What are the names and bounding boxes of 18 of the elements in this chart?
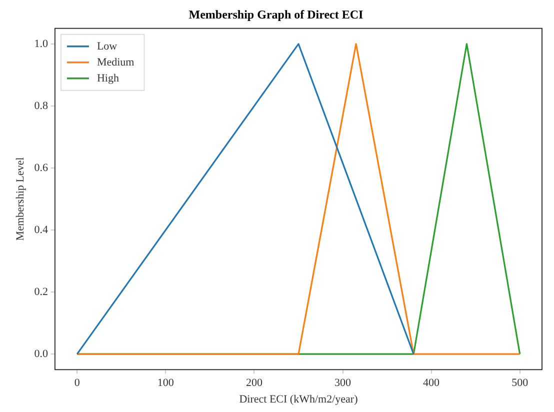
x-axis-title: Direct ECI (kWh/m2/year)	[239, 393, 358, 406]
y-tick-label: 0.6	[34, 162, 48, 174]
chart-title: Membership Graph of Direct ECI	[188, 7, 364, 22]
y-tick-label: 0.0	[34, 348, 48, 360]
y-tick-label: 0.2	[34, 286, 48, 298]
legend-label: Medium	[96, 56, 135, 68]
x-tick-label: 400	[423, 377, 440, 390]
x-tick-label: 200	[246, 377, 263, 390]
y-tick-label: 0.8	[34, 100, 48, 112]
y-tick-label: 1.0	[34, 38, 48, 50]
legend-label: High	[96, 72, 120, 84]
y-tick-label: 0.4	[34, 224, 48, 236]
x-tick-label: 500	[512, 377, 529, 390]
x-tick-label: 0	[74, 377, 80, 390]
legend-label: Low	[96, 40, 118, 52]
y-axis-title: Membership Level	[14, 157, 26, 241]
x-tick-label: 300	[334, 377, 352, 390]
x-tick-label: 100	[157, 377, 174, 390]
